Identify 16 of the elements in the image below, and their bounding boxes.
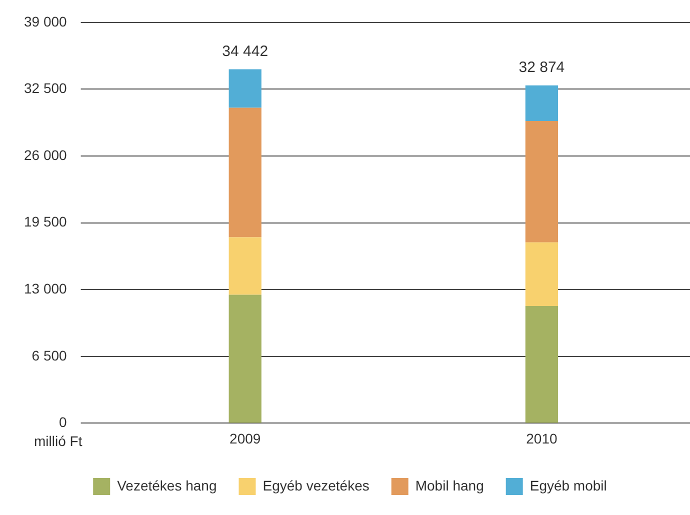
y-tick-label: 0 (59, 414, 68, 430)
legend-label: Egyéb mobil (530, 477, 607, 494)
y-tick-label: 6 500 (32, 347, 68, 364)
y-tick-label: 32 500 (24, 80, 68, 96)
legend-label: Egyéb vezetékes (262, 477, 370, 494)
x-tick-label: 2009 (230, 430, 261, 446)
total-label: 32 874 (518, 58, 565, 76)
legend-label: Mobil hang (415, 477, 484, 494)
x-tick-label: 2010 (526, 430, 558, 446)
y-axis-title: millió Ft (34, 433, 82, 450)
y-tick-label: 26 000 (24, 146, 68, 163)
y-tick-label: 19 500 (24, 214, 68, 230)
y-tick-label: 13 000 (24, 280, 68, 296)
y-tick-label: 39 000 (24, 13, 68, 30)
total-label: 34 442 (222, 42, 268, 60)
legend-label: Vezetékes hang (117, 477, 217, 494)
